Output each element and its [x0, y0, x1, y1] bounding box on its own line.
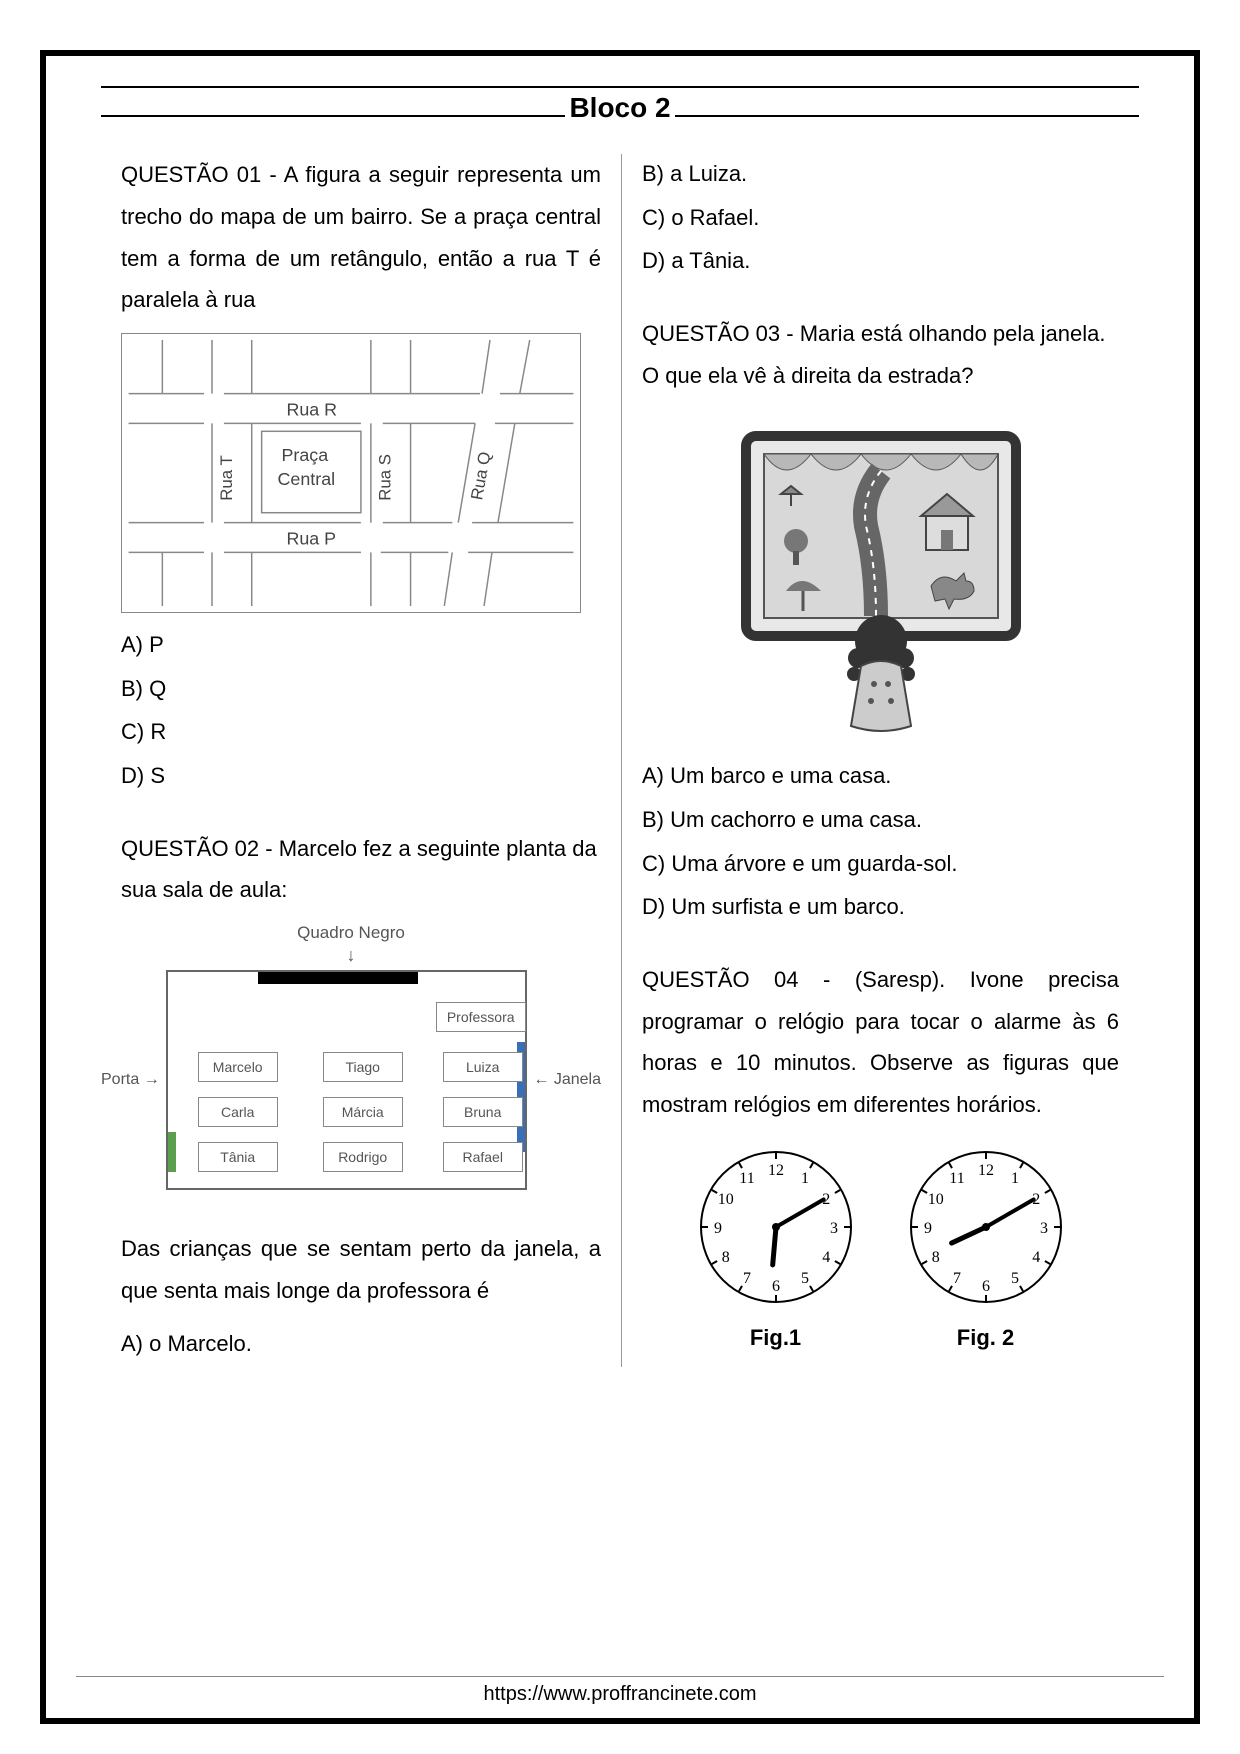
q2-prompt: QUESTÃO 02 - Marcelo fez a seguinte plan…: [121, 828, 601, 912]
footer-url: https://www.proffrancinete.com: [76, 1676, 1164, 1706]
q2-option-d: D) a Tânia.: [642, 241, 1119, 281]
svg-text:11: 11: [949, 1170, 964, 1187]
desk-tiago: Tiago: [323, 1052, 403, 1082]
svg-text:10: 10: [927, 1191, 943, 1208]
label-rua-q: Rua Q: [467, 450, 494, 501]
desk-marcia: Márcia: [323, 1097, 403, 1127]
q1-option-b: B) Q: [121, 669, 601, 709]
desk-tania: Tânia: [198, 1142, 278, 1172]
svg-text:5: 5: [801, 1270, 809, 1287]
q4-clocks: 121234567891011 Fig.1 121234567891011 Fi…: [642, 1142, 1119, 1351]
q2-follow: Das crianças que se sentam perto da jane…: [121, 1228, 601, 1312]
title-line-right: [675, 95, 1139, 117]
svg-text:6: 6: [982, 1278, 990, 1295]
svg-text:12: 12: [978, 1162, 994, 1179]
svg-text:11: 11: [739, 1170, 754, 1187]
svg-text:4: 4: [1032, 1249, 1040, 1266]
svg-text:3: 3: [1040, 1220, 1048, 1237]
svg-text:9: 9: [714, 1220, 722, 1237]
label-quadro: Quadro Negro: [101, 923, 601, 943]
column-left: QUESTÃO 01 - A figura a seguir represent…: [101, 154, 621, 1367]
q1-option-a: A) P: [121, 625, 601, 665]
desk-marcelo: Marcelo: [198, 1052, 278, 1082]
label-rua-r: Rua R: [286, 400, 337, 420]
label-porta: Porta →: [101, 1071, 160, 1089]
clock-2-label: Fig. 2: [901, 1325, 1071, 1351]
label-praca2: Central: [278, 469, 336, 489]
q3-option-b: B) Um cachorro e uma casa.: [642, 800, 1119, 840]
q3-option-a: A) Um barco e uma casa.: [642, 756, 1119, 796]
desk-professora: Professora: [436, 1002, 526, 1032]
column-right: B) a Luiza. C) o Rafael. D) a Tânia. QUE…: [622, 154, 1139, 1367]
blackboard: [258, 972, 418, 984]
label-rua-p: Rua P: [286, 529, 336, 549]
door: [168, 1132, 176, 1172]
svg-text:7: 7: [953, 1270, 961, 1287]
q1-option-c: C) R: [121, 712, 601, 752]
q3-window-scene: [726, 416, 1036, 736]
svg-text:7: 7: [743, 1270, 751, 1287]
q3-option-c: C) Uma árvore e um guarda-sol.: [642, 844, 1119, 884]
label-janela: ← Janela: [533, 1071, 601, 1089]
svg-text:1: 1: [1011, 1170, 1019, 1187]
page-title: Bloco 2: [569, 92, 670, 124]
page: Bloco 2 QUESTÃO 01 - A figura a seguir r…: [0, 0, 1240, 1754]
page-border: Bloco 2 QUESTÃO 01 - A figura a seguir r…: [40, 50, 1200, 1724]
classroom-box: Professora Marcelo Tiago Luiza Carla Már…: [166, 970, 528, 1190]
svg-text:1: 1: [801, 1170, 809, 1187]
desk-rafael: Rafael: [443, 1142, 523, 1172]
svg-text:8: 8: [721, 1249, 729, 1266]
title-line-left: [101, 95, 565, 117]
q2-classroom-diagram: Quadro Negro ↓ Porta → Professora Marcel…: [101, 923, 601, 1190]
desk-bruna: Bruna: [443, 1097, 523, 1127]
label-rua-t: Rua T: [217, 455, 236, 501]
desk-carla: Carla: [198, 1097, 278, 1127]
svg-text:8: 8: [931, 1249, 939, 1266]
q3-option-d: D) Um surfista e um barco.: [642, 887, 1119, 927]
q4-prompt: QUESTÃO 04 - (Saresp). Ivone precisa pro…: [642, 959, 1119, 1126]
columns: QUESTÃO 01 - A figura a seguir represent…: [81, 154, 1159, 1367]
svg-text:9: 9: [924, 1220, 932, 1237]
desk-rodrigo: Rodrigo: [323, 1142, 403, 1172]
svg-text:3: 3: [830, 1220, 838, 1237]
q3-prompt: QUESTÃO 03 - Maria está olhando pela jan…: [642, 313, 1119, 397]
svg-text:6: 6: [772, 1278, 780, 1295]
q1-option-d: D) S: [121, 756, 601, 796]
q2-option-a: A) o Marcelo.: [121, 1324, 601, 1364]
desk-luiza: Luiza: [443, 1052, 523, 1082]
title-row: Bloco 2: [101, 92, 1139, 124]
label-praca1: Praça: [282, 445, 329, 465]
header-rule: [101, 86, 1139, 88]
clock-2: 121234567891011 Fig. 2: [901, 1142, 1071, 1351]
q1-map-diagram: Rua R Praça Central Rua P Rua T Rua S Ru…: [121, 333, 581, 613]
q2-option-b: B) a Luiza.: [642, 154, 1119, 194]
svg-text:10: 10: [717, 1191, 733, 1208]
label-rua-s: Rua S: [376, 454, 395, 501]
q2-option-c: C) o Rafael.: [642, 198, 1119, 238]
clock-1: 121234567891011 Fig.1: [691, 1142, 861, 1351]
svg-text:12: 12: [768, 1162, 784, 1179]
q1-prompt: QUESTÃO 01 - A figura a seguir represent…: [121, 154, 601, 321]
clock-1-label: Fig.1: [691, 1325, 861, 1351]
svg-text:4: 4: [822, 1249, 830, 1266]
svg-text:5: 5: [1011, 1270, 1019, 1287]
arrow-down-icon: ↓: [101, 945, 601, 966]
